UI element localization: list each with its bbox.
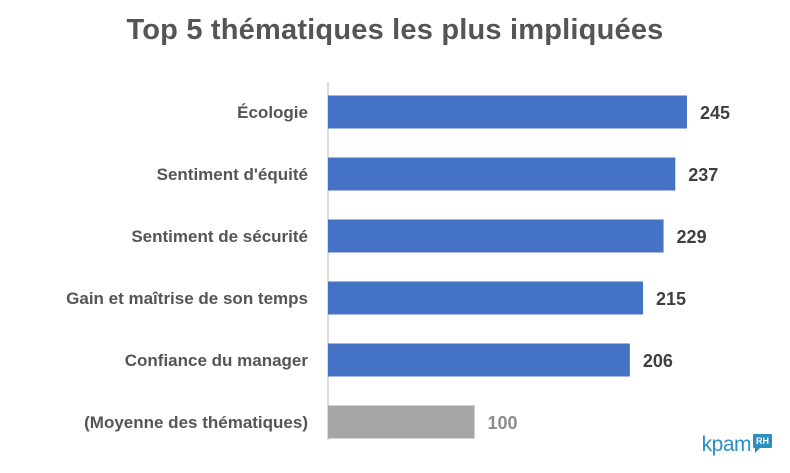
bar-0 bbox=[328, 95, 687, 129]
bars-group bbox=[328, 95, 687, 439]
category-labels-group: Écologie Sentiment d'équité Sentiment de s… bbox=[66, 103, 308, 432]
category-label: Sentiment de sécurité bbox=[131, 227, 308, 246]
category-label: Gain et maîtrise de son temps bbox=[66, 289, 308, 308]
value-label: 229 bbox=[677, 227, 707, 247]
bar-1 bbox=[328, 157, 676, 191]
value-label: 245 bbox=[700, 103, 730, 123]
bar-5 bbox=[328, 405, 475, 439]
chart-title: Top 5 thématiques les plus impliquées bbox=[126, 14, 664, 46]
logo-badge: RH bbox=[753, 434, 772, 453]
bar-4 bbox=[328, 343, 630, 377]
logo-text: kpam bbox=[701, 433, 752, 456]
category-label: Confiance du manager bbox=[125, 351, 309, 370]
bar-3 bbox=[328, 281, 644, 315]
value-label: 206 bbox=[643, 351, 673, 371]
value-labels-group: 245 237 229 215 206 100 bbox=[488, 103, 731, 433]
category-label: (Moyenne des thématiques) bbox=[84, 413, 308, 432]
category-label: Sentiment d'équité bbox=[157, 165, 308, 184]
value-label: 100 bbox=[488, 413, 518, 433]
kpam-rh-logo: kpam RH bbox=[702, 431, 772, 459]
bar-2 bbox=[328, 219, 664, 253]
category-label: Écologie bbox=[237, 103, 308, 122]
value-label: 215 bbox=[656, 289, 686, 309]
value-label: 237 bbox=[688, 165, 718, 185]
